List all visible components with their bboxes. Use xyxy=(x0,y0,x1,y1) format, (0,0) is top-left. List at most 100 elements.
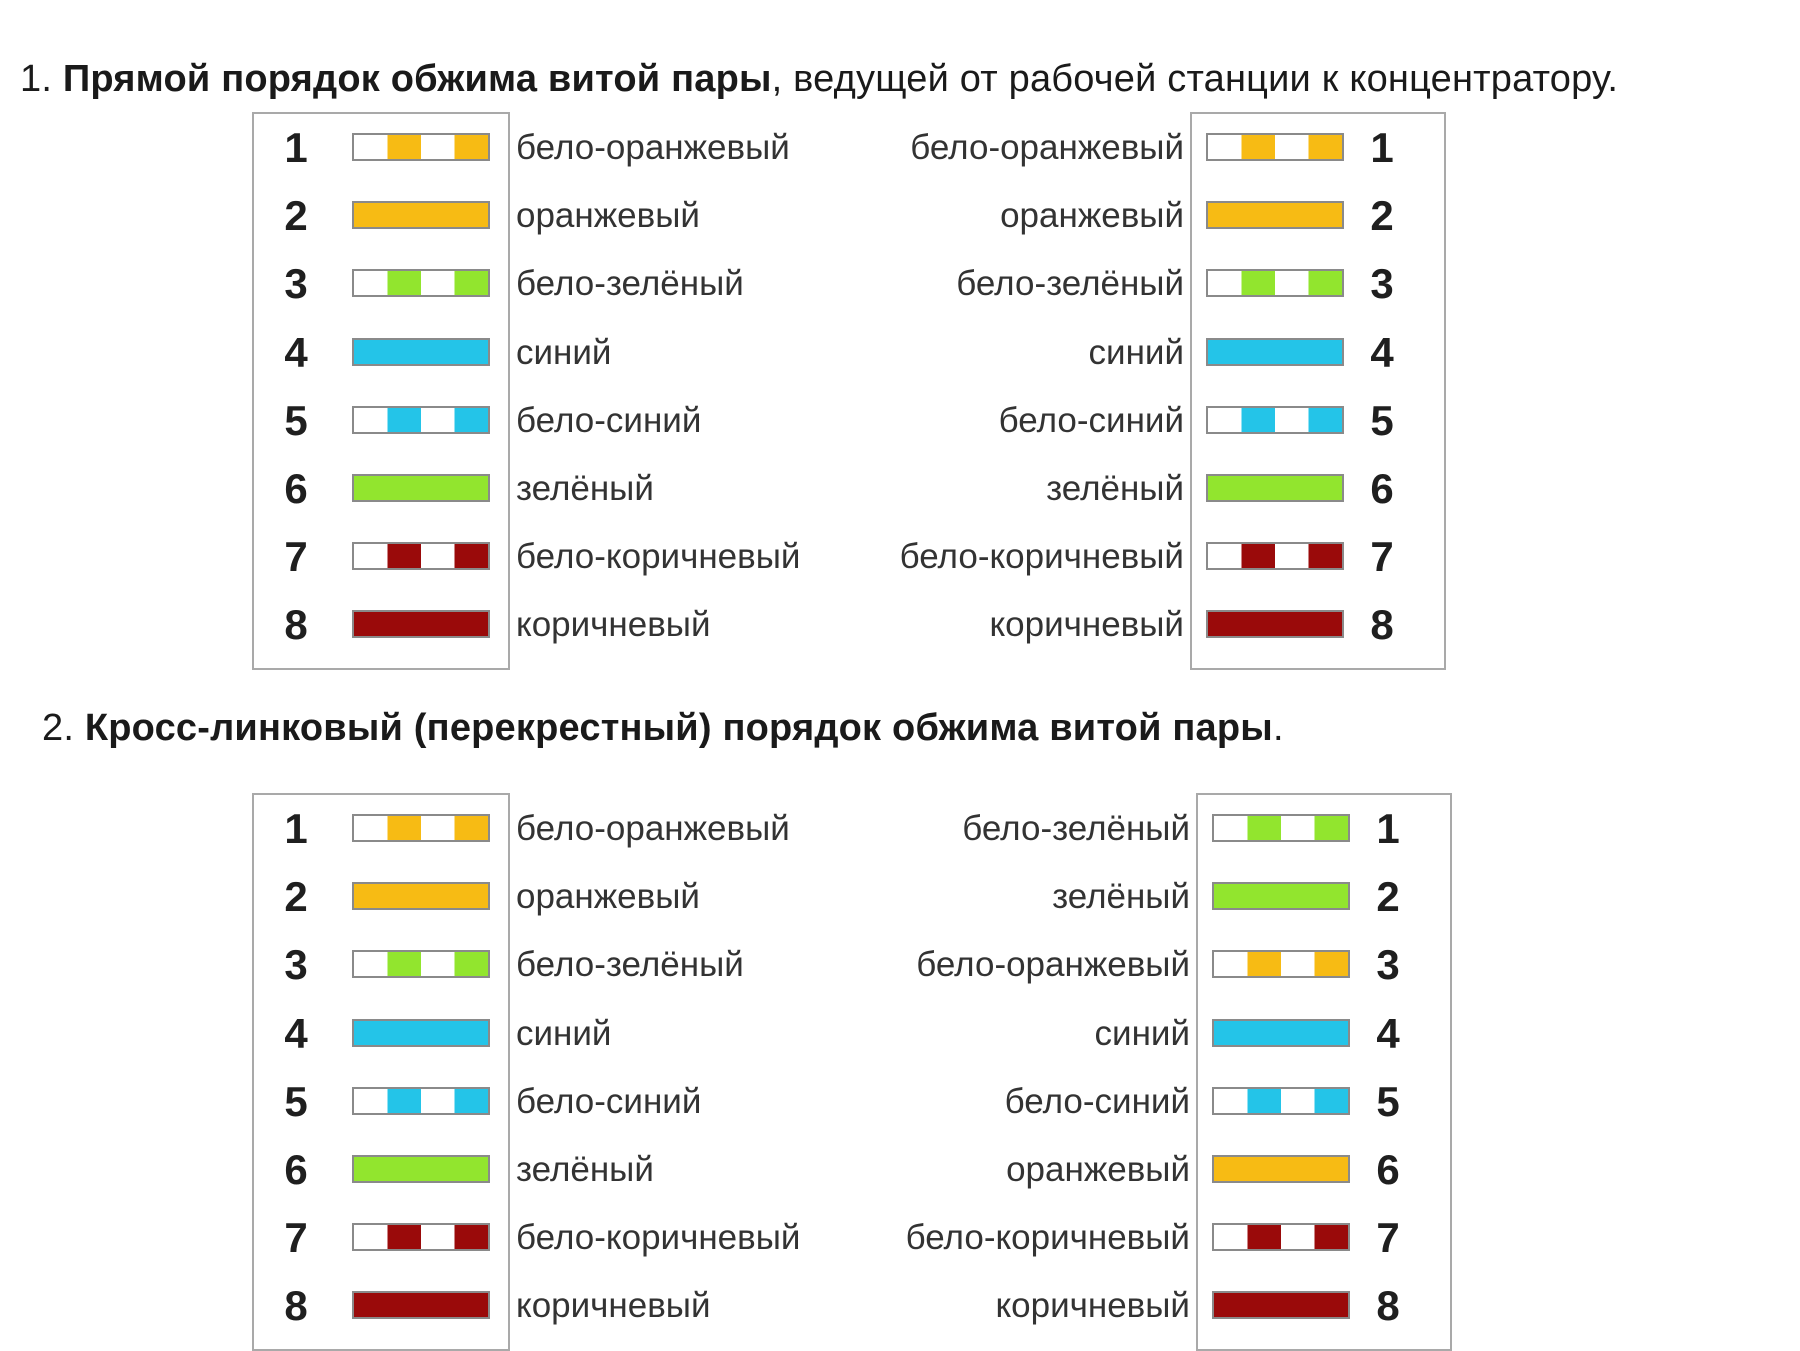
pin-number: 5 xyxy=(284,1077,308,1125)
wire-green-striped-swatch xyxy=(1206,269,1344,298)
pin-row-right: бело-оранжевый 3 xyxy=(0,935,1800,995)
pin-number: 1 xyxy=(1376,805,1400,852)
wire-color-label: бело-зелёный xyxy=(962,809,1190,848)
pin-number: 6 xyxy=(1376,1146,1400,1193)
pin-row-left: 8 коричневый xyxy=(0,1276,900,1336)
wire-blue-swatch xyxy=(352,1018,490,1047)
pin-number: 6 xyxy=(1370,465,1394,512)
pin-number: 8 xyxy=(284,1282,308,1330)
wire-green-swatch xyxy=(1206,474,1344,502)
wire-brown-swatch xyxy=(352,1291,490,1320)
wire-color-label: бело-оранжевый xyxy=(516,128,790,167)
pin-number: 2 xyxy=(284,873,308,921)
wire-blue-striped-swatch xyxy=(1212,1086,1350,1115)
wire-color-label: зелёный xyxy=(516,1150,654,1189)
pin-row-right: бело-синий 5 xyxy=(0,391,1800,451)
pin-row-left: 4 синий xyxy=(0,323,900,383)
pin-row-right: бело-синий 5 xyxy=(0,1072,1800,1132)
pin-row-left: 1 бело-оранжевый xyxy=(0,799,900,859)
wire-blue-striped-swatch xyxy=(352,1086,490,1115)
wire-brown-striped-swatch xyxy=(352,542,490,571)
wire-brown-swatch xyxy=(352,610,490,639)
pin-number: 1 xyxy=(284,124,308,171)
pin-number: 3 xyxy=(1376,941,1400,989)
pin-row-left: 5 бело-синий xyxy=(0,1072,900,1132)
wire-color-label: бело-коричневый xyxy=(899,537,1184,577)
wire-color-label: бело-синий xyxy=(516,400,702,440)
pin-number: 4 xyxy=(284,328,308,376)
pin-number: 5 xyxy=(284,396,308,444)
wire-orange-swatch xyxy=(352,201,490,230)
wire-brown-striped-swatch xyxy=(352,1223,490,1252)
wire-green-striped-swatch xyxy=(352,950,490,979)
wire-color-label: синий xyxy=(1094,1013,1190,1053)
pin-row-right: бело-коричневый 7 xyxy=(0,1208,1800,1268)
wire-color-label: оранжевый xyxy=(1000,196,1184,236)
wire-orange-striped-swatch xyxy=(352,133,490,161)
wire-color-label: бело-синий xyxy=(998,400,1184,440)
wire-color-label: коричневый xyxy=(989,605,1184,645)
wire-color-label: синий xyxy=(516,332,612,372)
wire-color-label: зелёный xyxy=(1046,469,1184,508)
wire-color-label: бело-оранжевый xyxy=(916,945,1190,985)
wire-orange-striped-swatch xyxy=(352,814,490,842)
pin-row-left: 7 бело-коричневый xyxy=(0,1208,900,1268)
wire-color-label: зелёный xyxy=(516,469,654,508)
pin-row-right: коричневый 8 xyxy=(0,595,1800,655)
wire-color-label: бело-оранжевый xyxy=(910,128,1184,167)
pin-number: 4 xyxy=(1370,328,1394,376)
pin-row-right: оранжевый 2 xyxy=(0,186,1800,246)
pin-row-left: 6 зелёный xyxy=(0,459,900,519)
wire-color-label: бело-коричневый xyxy=(516,537,801,577)
wire-orange-striped-swatch xyxy=(1212,950,1350,979)
pin-number: 3 xyxy=(284,260,308,308)
pin-number: 1 xyxy=(1370,124,1394,171)
pin-number: 8 xyxy=(1376,1282,1400,1330)
wire-color-label: оранжевый xyxy=(1006,1150,1190,1189)
pin-number: 3 xyxy=(284,941,308,989)
section-1-title-rest: , ведущей от рабочей станции к концентра… xyxy=(771,58,1619,100)
pin-row-left: 3 бело-зелёный xyxy=(0,254,900,314)
wire-color-label: коричневый xyxy=(516,605,711,645)
pin-row-right: бело-зелёный 3 xyxy=(0,254,1800,314)
wire-color-label: коричневый xyxy=(995,1286,1190,1326)
pin-number: 8 xyxy=(1370,601,1394,649)
section-2-title-rest: . xyxy=(1272,707,1284,749)
wire-color-label: коричневый xyxy=(516,1286,711,1326)
wire-orange-swatch xyxy=(1212,1155,1350,1183)
pin-row-left: 3 бело-зелёный xyxy=(0,935,900,995)
wire-brown-swatch xyxy=(1212,1291,1350,1320)
pin-number: 5 xyxy=(1376,1077,1400,1125)
pin-row-left: 4 синий xyxy=(0,1004,900,1064)
pin-row-right: синий 4 xyxy=(0,323,1800,383)
pin-row-left: 5 бело-синий xyxy=(0,391,900,451)
pin-row-right: бело-зелёный 1 xyxy=(0,799,1800,859)
pin-number: 8 xyxy=(284,601,308,649)
pin-row-right: оранжевый 6 xyxy=(0,1140,1800,1200)
wire-color-label: синий xyxy=(1088,332,1184,372)
wire-color-label: оранжевый xyxy=(516,196,700,236)
wire-green-swatch xyxy=(352,474,490,502)
wire-blue-striped-swatch xyxy=(352,405,490,434)
pin-number: 3 xyxy=(1370,260,1394,308)
wire-blue-swatch xyxy=(1212,1018,1350,1047)
pin-row-right: бело-коричневый 7 xyxy=(0,527,1800,587)
wire-color-label: бело-зелёный xyxy=(516,945,744,985)
wire-orange-striped-swatch xyxy=(1206,133,1344,161)
pin-row-left: 2 оранжевый xyxy=(0,867,900,927)
wire-orange-swatch xyxy=(352,882,490,911)
section-1-number: 1. xyxy=(20,58,53,100)
pin-number: 7 xyxy=(284,533,308,581)
wire-color-label: бело-оранжевый xyxy=(516,809,790,848)
wire-color-label: бело-зелёный xyxy=(956,264,1184,304)
wire-green-swatch xyxy=(352,1155,490,1183)
pin-number: 1 xyxy=(284,805,308,852)
pin-number: 4 xyxy=(1376,1009,1400,1057)
section-2-number: 2. xyxy=(42,707,75,749)
pin-row-right: зелёный 6 xyxy=(0,459,1800,519)
wire-green-swatch xyxy=(1212,882,1350,911)
pin-number: 2 xyxy=(1376,873,1400,921)
pin-number: 6 xyxy=(284,1146,308,1193)
pin-number: 4 xyxy=(284,1009,308,1057)
pin-number: 7 xyxy=(1370,533,1394,581)
